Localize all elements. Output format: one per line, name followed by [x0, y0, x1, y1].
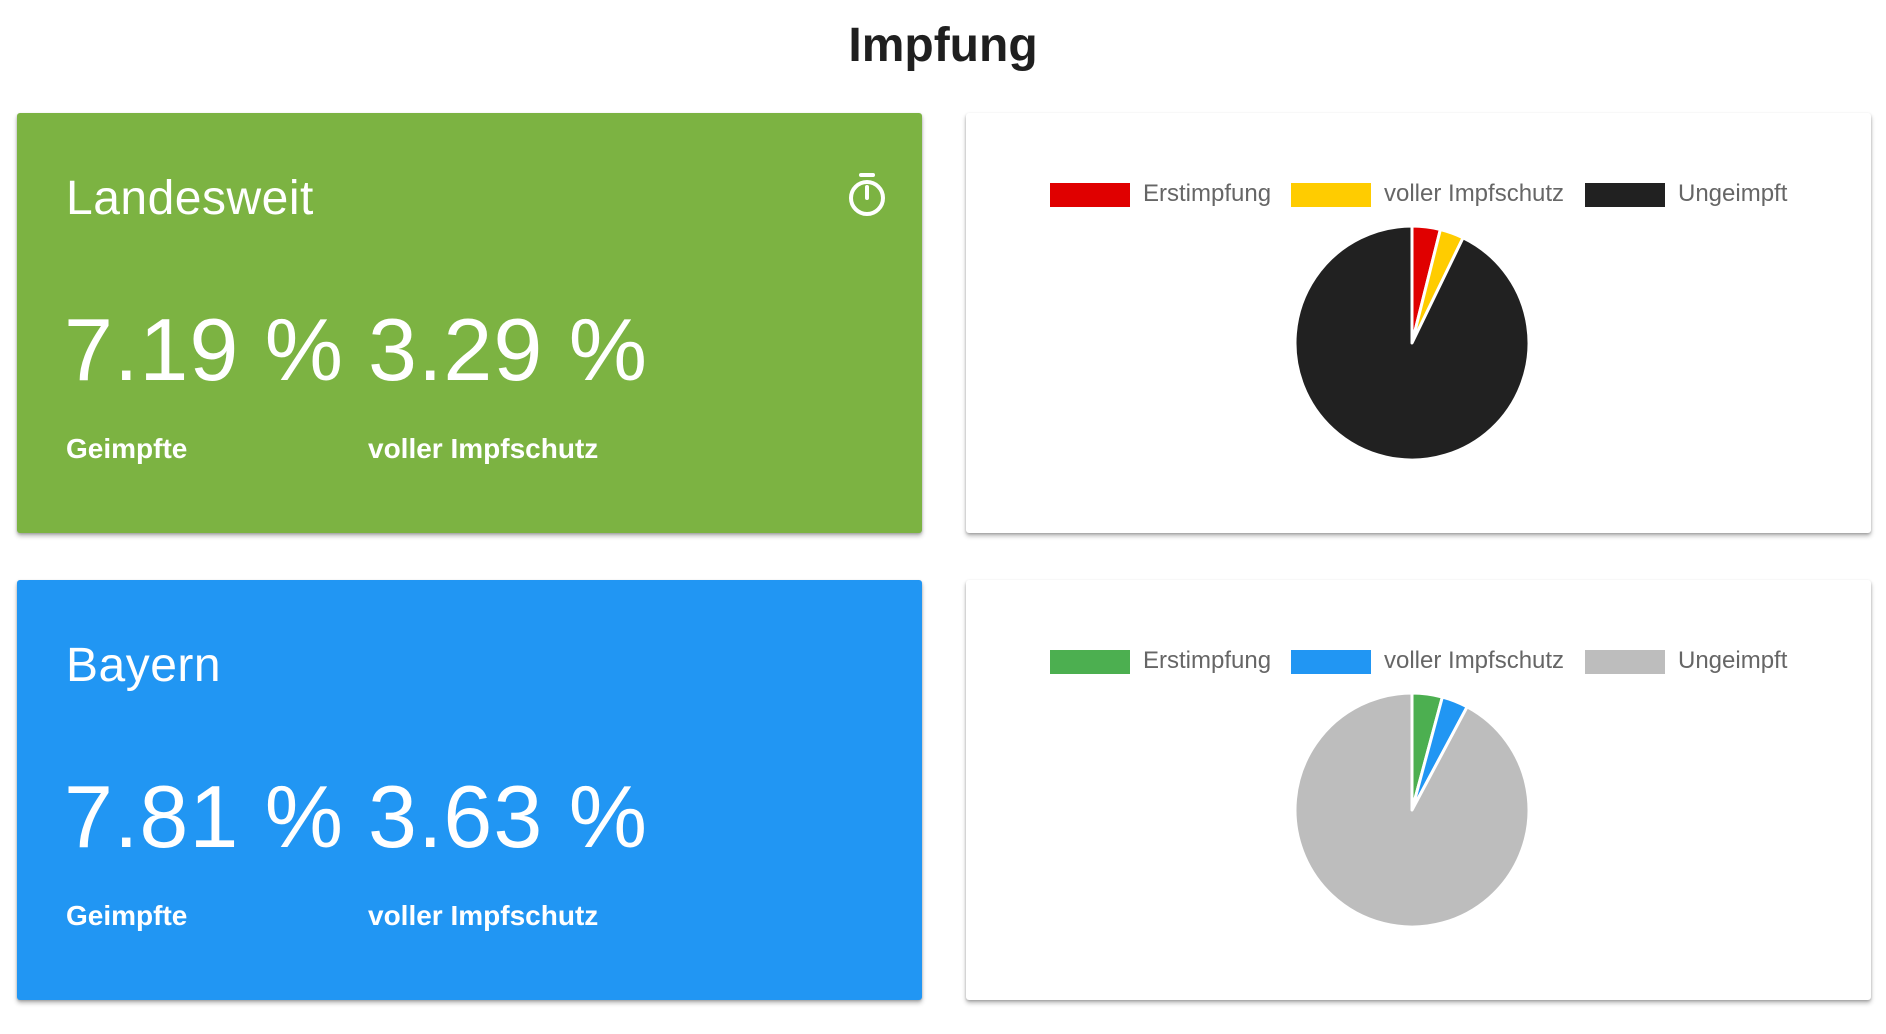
pie-chart — [1293, 691, 1531, 929]
vaccinated-percent: 7.19 % — [64, 300, 344, 399]
vaccinated-percent: 7.81 % — [64, 767, 344, 866]
page-title: Impfung — [848, 19, 1038, 72]
pie-slice-ungeimpft[interactable] — [1293, 691, 1531, 929]
chart-card-bayern: Erstimpfung voller Impfschutz Ungeimpft — [966, 580, 1871, 1000]
legend-swatch — [1050, 183, 1130, 207]
vaccinated-label: Geimpfte — [66, 433, 188, 464]
legend-swatch — [1585, 183, 1665, 207]
chart-legend: Erstimpfung voller Impfschutz Ungeimpft — [966, 179, 1871, 207]
chart-legend: Erstimpfung voller Impfschutz Ungeimpft — [966, 646, 1871, 674]
legend-label: voller Impfschutz — [1384, 180, 1565, 207]
legend-label: Erstimpfung — [1143, 647, 1272, 674]
stat-card-bayern: Bayern 7.81 % 3.63 % Geimpfte voller Imp… — [17, 580, 922, 1000]
legend-label: Ungeimpft — [1678, 180, 1788, 207]
chart-card-landesweit: Erstimpfung voller Impfschutz Ungeimpft — [966, 113, 1871, 533]
legend-swatch — [1585, 650, 1665, 674]
legend-label: Erstimpfung — [1143, 180, 1272, 207]
legend-swatch — [1291, 183, 1371, 207]
vaccinated-label: Geimpfte — [66, 900, 188, 931]
legend-label: voller Impfschutz — [1384, 647, 1565, 674]
legend-label: Ungeimpft — [1678, 647, 1788, 674]
stat-card-landesweit: Landesweit 7.19 % 3.29 % Geimpfte voller… — [17, 113, 922, 533]
full-protection-percent: 3.63 % — [368, 767, 648, 866]
full-protection-label: voller Impfschutz — [368, 433, 599, 464]
full-protection-label: voller Impfschutz — [368, 900, 599, 931]
timer-icon[interactable] — [845, 170, 889, 218]
legend-swatch — [1050, 650, 1130, 674]
region-title: Landesweit — [66, 172, 314, 225]
full-protection-percent: 3.29 % — [368, 300, 648, 399]
pie-slice-ungeimpft[interactable] — [1293, 224, 1531, 462]
region-title: Bayern — [66, 639, 222, 692]
legend-swatch — [1291, 650, 1371, 674]
pie-chart — [1293, 224, 1531, 462]
